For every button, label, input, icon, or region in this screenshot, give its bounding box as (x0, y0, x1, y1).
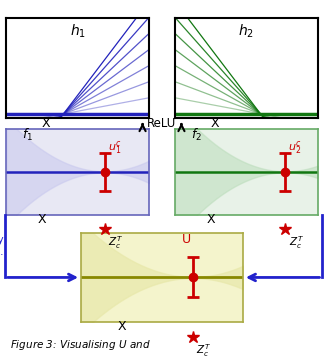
Text: noisy
proj.: noisy proj. (0, 235, 3, 257)
Text: $Z_c^T$: $Z_c^T$ (289, 234, 304, 251)
Text: X: X (38, 213, 46, 226)
Text: $f_2$: $f_2$ (191, 127, 202, 143)
Text: $h_1$: $h_1$ (70, 22, 86, 40)
Text: Figure 3: Visualising $U$ and: Figure 3: Visualising $U$ and (10, 338, 150, 353)
Text: $Z_c^T$: $Z_c^T$ (196, 342, 211, 358)
Text: X: X (117, 320, 126, 333)
Text: $f_1$: $f_1$ (22, 127, 33, 143)
Text: $Z_c^T$: $Z_c^T$ (108, 234, 123, 251)
Text: U: U (182, 233, 191, 246)
Text: X: X (206, 213, 215, 226)
Text: $h_2$: $h_2$ (238, 22, 254, 40)
Text: $u_2^c$: $u_2^c$ (288, 139, 302, 156)
Text: ReLU: ReLU (147, 117, 177, 130)
Text: X: X (211, 117, 219, 130)
Text: X: X (42, 117, 51, 130)
Text: $u_1^c$: $u_1^c$ (108, 139, 122, 156)
